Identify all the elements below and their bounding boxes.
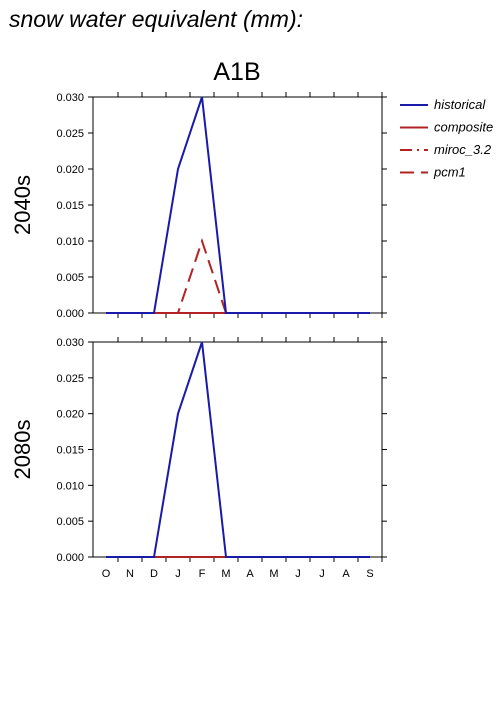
panel-label: 2080s <box>10 420 35 480</box>
legend-label: pcm1 <box>433 165 466 180</box>
panel-2080s: 0.000 0.005 0.010 0.015 0.020 0.025 0.030 O N D J F… <box>10 337 387 580</box>
x-tick-label: J <box>319 568 325 580</box>
x-tick-label: J <box>295 568 301 580</box>
y-tick-label: 0.015 <box>56 200 84 212</box>
scenario-title: A1B <box>213 58 260 86</box>
y-tick-label: 0.005 <box>56 516 84 528</box>
x-tick-label: A <box>342 568 350 580</box>
y-tick-label: 0.010 <box>56 480 84 492</box>
y-tick-label: 0.025 <box>56 373 84 385</box>
legend-label: historical <box>434 97 486 112</box>
y-tick-label: 0.020 <box>56 164 84 176</box>
plot-frame <box>92 96 383 314</box>
series-line-historical <box>106 341 370 558</box>
legend-label: composite <box>434 120 493 135</box>
y-tick-label: 0.015 <box>56 445 84 457</box>
page-title: snow water equivalent (mm): <box>9 6 303 32</box>
x-tick-label: M <box>269 568 278 580</box>
y-tick-label: 0.010 <box>56 236 84 248</box>
x-tick-label: S <box>366 568 373 580</box>
y-tick-label: 0.020 <box>56 409 84 421</box>
y-tick-label: 0.025 <box>56 128 84 140</box>
y-tick-label: 0.030 <box>56 92 84 104</box>
legend-label: miroc_3.2 <box>434 142 492 157</box>
x-tick-label: A <box>246 568 254 580</box>
x-tick-label: O <box>102 568 111 580</box>
x-tick-label: D <box>150 568 158 580</box>
series-line-historical <box>106 96 370 314</box>
panel-label: 2040s <box>10 175 35 235</box>
plot-frame <box>92 341 383 558</box>
series-line-pcm1 <box>106 237 370 314</box>
y-tick-label: 0.000 <box>56 552 84 564</box>
x-tick-label: M <box>221 568 230 580</box>
panel-2040s: 0.000 0.005 0.010 0.015 0.020 0.025 0.030 2040s <box>10 92 387 320</box>
y-tick-label: 0.000 <box>56 308 84 320</box>
x-tick-label: F <box>199 568 206 580</box>
y-tick-label: 0.030 <box>56 337 84 349</box>
x-tick-label: J <box>175 568 181 580</box>
x-tick-label: N <box>126 568 134 580</box>
y-tick-label: 0.005 <box>56 272 84 284</box>
